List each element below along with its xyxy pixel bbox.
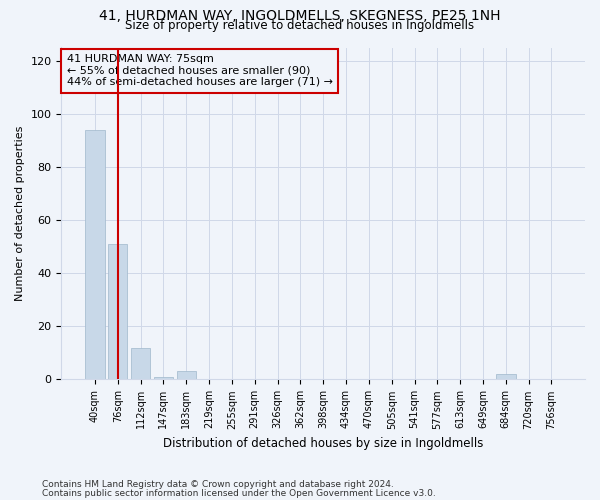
Bar: [131, 348, 150, 380]
Y-axis label: Number of detached properties: Number of detached properties: [15, 126, 25, 301]
Text: Size of property relative to detached houses in Ingoldmells: Size of property relative to detached ho…: [125, 19, 475, 32]
Bar: [154, 377, 173, 380]
Bar: [176, 372, 196, 380]
Text: 41 HURDMAN WAY: 75sqm
← 55% of detached houses are smaller (90)
44% of semi-deta: 41 HURDMAN WAY: 75sqm ← 55% of detached …: [67, 54, 332, 88]
Bar: [496, 374, 515, 380]
Text: Contains HM Land Registry data © Crown copyright and database right 2024.: Contains HM Land Registry data © Crown c…: [42, 480, 394, 489]
Bar: [108, 244, 127, 380]
Text: Contains public sector information licensed under the Open Government Licence v3: Contains public sector information licen…: [42, 488, 436, 498]
Text: 41, HURDMAN WAY, INGOLDMELLS, SKEGNESS, PE25 1NH: 41, HURDMAN WAY, INGOLDMELLS, SKEGNESS, …: [99, 9, 501, 23]
Bar: [85, 130, 104, 380]
X-axis label: Distribution of detached houses by size in Ingoldmells: Distribution of detached houses by size …: [163, 437, 484, 450]
